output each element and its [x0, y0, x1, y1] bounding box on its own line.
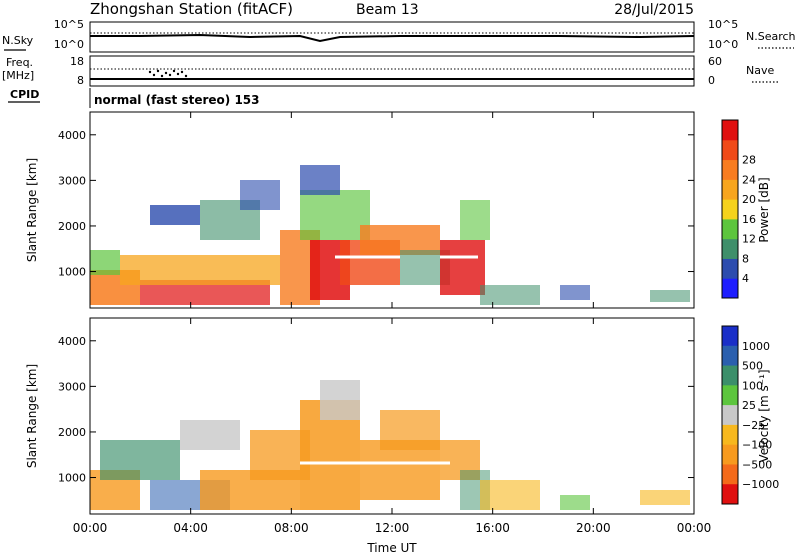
y-tick-label: 4000: [58, 335, 86, 348]
power-panel: 1000 2000 3000 4000 Slant Range [km] 4 8 12 16…: [25, 111, 771, 309]
freq-label: Freq.: [6, 56, 33, 69]
nave-tick-top: 60: [708, 55, 722, 68]
power-ylabel: Slant Range [km]: [25, 158, 39, 262]
y-tick-label: 1000: [58, 472, 86, 485]
y-tick-label: 4000: [58, 129, 86, 142]
velocity-ylabel: Slant Range [km]: [25, 364, 39, 468]
velocity-panel: 1000 2000 3000 4000 Slant Range [km] 00:00 0…: [25, 317, 779, 554]
colorbar-segment: [722, 385, 738, 406]
colorbar-segment: [722, 120, 738, 141]
x-tick-label: 00:00: [677, 521, 712, 535]
colorbar-tick-label: 20: [742, 193, 756, 206]
y-tick-label: 2000: [58, 220, 86, 233]
colorbar-tick-label: 12: [742, 233, 756, 246]
x-tick-label: 08:00: [274, 521, 309, 535]
colorbar-segment: [722, 326, 738, 347]
x-tick-label: 00:00: [73, 521, 108, 535]
nsky-tick-top: 10^5: [54, 18, 84, 31]
freq-tick-bottom: 8: [77, 74, 84, 87]
cpid-text: normal (fast stereo) 153: [94, 93, 260, 107]
x-tick-label: 04:00: [173, 521, 208, 535]
date-label: 28/Jul/2015: [614, 2, 694, 18]
nsky-panel: N.Sky 10^5 10^0 10^5 10^0 N.Search: [2, 18, 796, 53]
nsearch-tick-top: 10^5: [708, 18, 738, 31]
colorbar-segment: [722, 484, 738, 505]
freq-scatter: [148, 69, 188, 78]
power-colorbar-label: Power [dB]: [757, 177, 771, 242]
velocity-scatter: [90, 380, 690, 510]
cpid-row: CPID normal (fast stereo) 153: [8, 88, 260, 108]
colorbar-tick-label: 100: [742, 379, 763, 392]
nave-label: Nave: [746, 64, 774, 77]
nsearch-label: N.Search: [746, 30, 796, 43]
cpid-label: CPID: [10, 88, 39, 101]
freq-tick-top: 18: [70, 55, 84, 68]
colorbar-segment: [722, 464, 738, 485]
colorbar-segment: [722, 365, 738, 386]
colorbar-tick-label: −100: [742, 439, 772, 452]
colorbar-segment: [722, 258, 738, 279]
power-scatter: [90, 165, 690, 305]
colorbar-tick-label: −500: [742, 458, 772, 471]
y-tick-label: 3000: [58, 380, 86, 393]
freq-unit: [MHz]: [2, 69, 34, 82]
x-tick-label: 16:00: [475, 521, 510, 535]
colorbar-tick-label: 25: [742, 399, 756, 412]
colorbar-segment: [722, 159, 738, 180]
y-tick-label: 1000: [58, 266, 86, 279]
colorbar-tick-label: 1000: [742, 340, 770, 353]
colorbar-tick-label: 24: [742, 173, 756, 186]
time-axis-label: Time UT: [366, 541, 417, 554]
colorbar-segment: [722, 139, 738, 161]
colorbar-tick-label: 500: [742, 360, 763, 373]
x-tick-label: 20:00: [576, 521, 611, 535]
freq-panel: Freq. [MHz] 18 8 60 0 Nave: [2, 55, 778, 87]
station-title: Zhongshan Station (fitACF): [90, 0, 293, 18]
colorbar-segment: [722, 218, 738, 240]
colorbar-tick-label: 4: [742, 272, 749, 285]
nsky-trace: [90, 33, 695, 43]
colorbar-tick-label: 8: [742, 252, 749, 265]
colorbar-tick-label: −1000: [742, 478, 779, 491]
colorbar-segment: [722, 345, 738, 367]
colorbar-segment: [722, 179, 738, 200]
colorbar-frame: [721, 119, 739, 299]
y-tick-label: 2000: [58, 426, 86, 439]
y-tick-label: 3000: [58, 174, 86, 187]
colorbar-segment: [722, 405, 738, 426]
colorbar-tick-label: 16: [742, 213, 756, 226]
nsearch-tick-bottom: 10^0: [708, 38, 738, 51]
colorbar-segment: [722, 424, 738, 446]
nave-tick-bottom: 0: [708, 74, 715, 87]
colorbar-segment: [722, 278, 738, 299]
nsky-label: N.Sky: [2, 34, 34, 47]
colorbar-tick-label: −25: [742, 419, 765, 432]
colorbar-segment: [722, 238, 738, 259]
colorbar-segment: [722, 444, 738, 465]
x-tick-label: 12:00: [375, 521, 410, 535]
colorbar-frame: [721, 325, 739, 505]
colorbar-tick-label: 28: [742, 154, 756, 167]
colorbar-segment: [722, 199, 738, 220]
beam-label: Beam 13: [356, 2, 419, 18]
velocity-colorbar-label: Velocity [m s⁻¹]: [757, 369, 771, 462]
nsky-tick-bottom: 10^0: [54, 38, 84, 51]
